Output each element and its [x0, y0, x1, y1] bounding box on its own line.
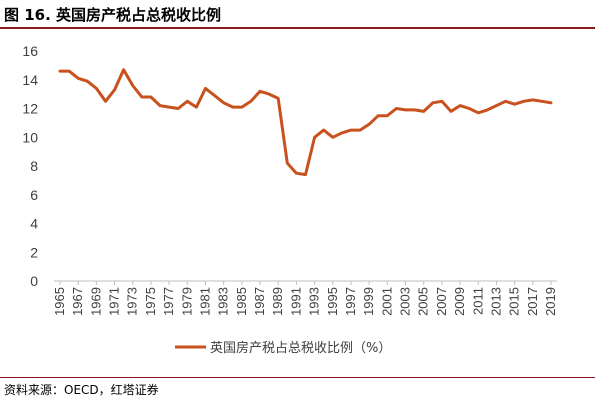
y-tick-label: 10	[22, 129, 38, 145]
x-tick-label: 2003	[398, 287, 413, 316]
x-tick-label: 2009	[452, 287, 467, 316]
x-tick-label: 1965	[52, 287, 67, 316]
series-group	[58, 68, 553, 177]
x-tick-label: 1987	[252, 287, 267, 316]
y-tick-label: 14	[22, 72, 38, 88]
x-tick-label: 1975	[143, 287, 158, 316]
legend-label: 英国房产税占总税收比例（%）	[210, 340, 391, 356]
x-tick-label: 1985	[234, 287, 249, 316]
y-tick-label: 2	[30, 244, 38, 260]
x-tick-label: 1977	[161, 287, 176, 316]
legend: 英国房产税占总税收比例（%）	[175, 340, 391, 356]
y-axis: 0 2 4 6 8 10 12 14 16	[22, 43, 38, 289]
x-tick-label: 1995	[325, 287, 340, 316]
source-note: 资料来源：OECD，红塔证券	[4, 383, 159, 397]
y-tick-label: 12	[22, 101, 38, 117]
x-tick-label: 1967	[70, 287, 85, 316]
x-tick-label: 2019	[543, 287, 558, 316]
x-tick-label: 2017	[525, 287, 540, 316]
x-tick-label: 1993	[307, 287, 322, 316]
footer-divider	[0, 377, 595, 378]
x-tick-label: 1981	[197, 287, 212, 316]
series-line	[58, 68, 553, 177]
y-tick-label: 4	[30, 216, 38, 232]
x-tick-label: 2007	[434, 287, 449, 316]
x-tick-label: 1969	[88, 287, 103, 316]
x-tick-label: 1973	[125, 287, 140, 316]
x-tick-label: 2013	[488, 287, 503, 316]
x-tick-label: 1991	[288, 287, 303, 316]
y-tick-label: 8	[30, 158, 38, 174]
x-tick-label: 1971	[107, 287, 122, 316]
y-tick-label: 6	[30, 187, 38, 203]
x-axis: 1965 1967 1969 1971 1973 1975 1977 1979 1981 1983…	[52, 280, 558, 316]
x-tick-label: 2015	[507, 287, 522, 316]
title-divider	[0, 27, 595, 29]
x-tick-label: 1997	[343, 287, 358, 316]
figure-header: 图 16. 英国房产税占总税收比例	[0, 0, 595, 30]
x-tick-label: 2001	[379, 287, 394, 316]
y-tick-label: 16	[22, 43, 38, 59]
x-tick-label: 2005	[416, 287, 431, 316]
x-tick-label: 1979	[179, 287, 194, 316]
y-tick-label: 0	[30, 273, 38, 289]
x-tick-label: 1999	[361, 287, 376, 316]
x-tick-label: 1989	[270, 287, 285, 316]
x-tick-label: 1983	[216, 287, 231, 316]
figure-title: 图 16. 英国房产税占总税收比例	[4, 6, 222, 24]
x-tick-label: 2011	[470, 287, 485, 315]
